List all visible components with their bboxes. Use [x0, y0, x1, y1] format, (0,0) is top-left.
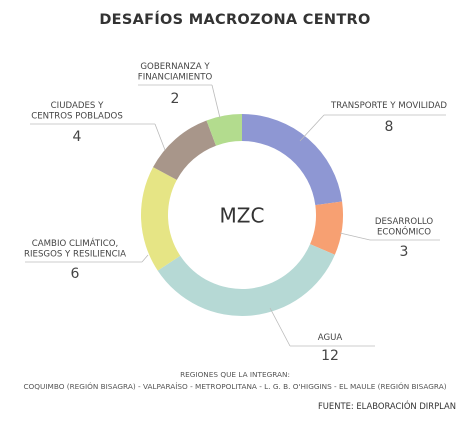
leader-line-1 [339, 232, 371, 241]
donut-slices [141, 114, 343, 316]
leader-lines [25, 84, 446, 347]
leader-line-5 [211, 84, 221, 119]
source-note: FUENTE: ELABORACIÓN DIRPLAN [317, 401, 456, 411]
slice-label-1-line-1: ECONÓMICO [377, 226, 431, 238]
slice-label-5-line-1: FINANCIAMIENTO [138, 73, 213, 83]
regions-title: REGIONES QUE LA INTEGRAN: [180, 370, 290, 379]
slice-label-2-line-0: AGUA [318, 333, 343, 343]
slice-value-3: 6 [71, 266, 80, 282]
slice-4 [153, 120, 216, 180]
leader-line-2 [269, 307, 291, 347]
slice-1 [310, 201, 343, 255]
slice-5 [206, 114, 242, 146]
slice-label-5-line-0: GOBERNANZA Y [140, 62, 210, 72]
leader-line-4 [154, 123, 166, 151]
slice-0 [242, 114, 343, 206]
slice-value-1: 3 [400, 244, 409, 260]
center-label: MZC [220, 204, 265, 228]
slice-value-2: 12 [321, 348, 339, 364]
slice-2 [157, 244, 335, 316]
slice-label-4-line-1: CENTROS POBLADOS [31, 112, 123, 122]
slice-label-3-line-1: RIESGOS Y RESILIENCIA [24, 250, 126, 260]
leader-line-3 [141, 254, 149, 263]
slice-label-1-line-0: DESARROLLO [375, 217, 434, 227]
slice-label-0-line-0: TRANSPORTE Y MOVILIDAD [330, 101, 447, 111]
regions-list: COQUIMBO (REGIÓN BISAGRA) - VALPARAÍSO -… [23, 382, 447, 391]
leader-line-0 [299, 114, 325, 142]
slice-label-4-line-0: CIUDADES Y [51, 101, 104, 111]
chart-title: DESAFÍOS MACROZONA CENTRO [99, 12, 371, 28]
slice-value-5: 2 [171, 91, 180, 107]
slice-value-4: 4 [73, 129, 82, 145]
slice-value-0: 8 [385, 119, 394, 135]
slice-3 [141, 167, 181, 271]
slice-label-3-line-0: CAMBIO CLIMÁTICO, [32, 237, 118, 249]
slice-labels: TRANSPORTE Y MOVILIDAD 8 DESARROLLOECONÓMI… [24, 62, 447, 364]
